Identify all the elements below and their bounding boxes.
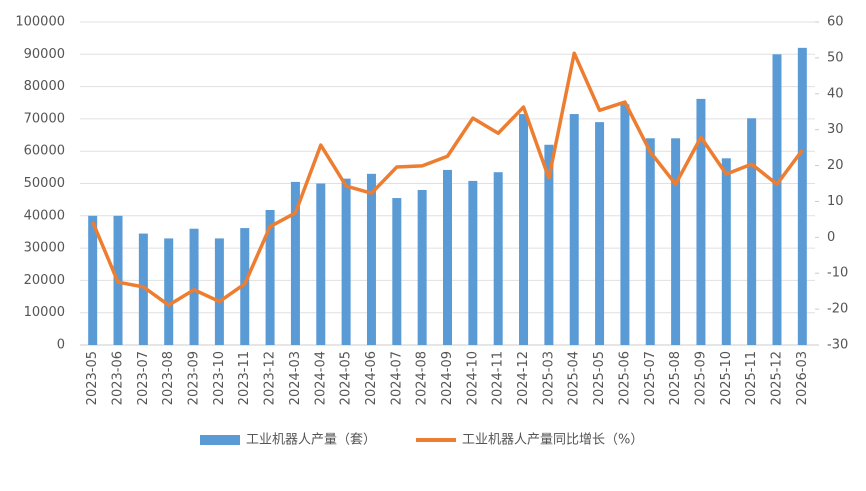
bar [138, 233, 148, 345]
bar [747, 118, 757, 345]
y-tick-label: 20000 [24, 273, 65, 288]
bar [164, 238, 174, 345]
bar [366, 173, 376, 345]
x-tick-label: 2023-07 [136, 351, 151, 405]
bar [290, 181, 300, 345]
x-tick-label: 2024-07 [389, 351, 404, 405]
bar [468, 180, 478, 345]
y-tick-label: 70000 [24, 111, 65, 126]
x-tick-label: 2024-08 [415, 351, 430, 405]
bar [569, 114, 579, 346]
x-tick-label: 2024-04 [313, 351, 328, 405]
x-tick-label: 2023-12 [263, 351, 278, 405]
y-tick-label: 90000 [24, 47, 65, 62]
x-tick-label: 2025-07 [643, 351, 658, 405]
y2-tick-label: 20 [827, 158, 844, 173]
bar [519, 114, 529, 346]
bar [797, 47, 807, 346]
x-tick-label: 2024-12 [516, 351, 531, 405]
x-tick-label: 2025-08 [668, 351, 683, 405]
bar [240, 228, 250, 345]
bar [595, 122, 605, 345]
bar [265, 209, 275, 345]
bar [696, 98, 706, 346]
bar [772, 54, 782, 346]
x-tick-label: 2024-11 [491, 351, 506, 405]
y-tick-label: 0 [57, 338, 65, 353]
y-tick-label: 30000 [24, 241, 65, 256]
bar [392, 198, 402, 345]
bar [493, 172, 503, 345]
legend-swatch [200, 435, 240, 445]
y2-tick-label: 0 [827, 230, 835, 245]
y2-tick-label: 30 [827, 122, 844, 137]
y-tick-label: 60000 [24, 144, 65, 159]
x-tick-label: 2025-06 [617, 351, 632, 405]
y2-tick-label: 50 [827, 50, 844, 65]
x-tick-label: 2025-12 [769, 351, 784, 405]
bar [645, 138, 655, 345]
bar [443, 169, 452, 345]
y2-tick-label: -30 [827, 338, 848, 353]
bar [88, 215, 98, 345]
y2-tick-label: 60 [827, 15, 844, 30]
x-tick-label: 2023-05 [85, 351, 100, 405]
bar [316, 183, 326, 345]
y-tick-label: 10000 [24, 305, 65, 320]
y2-tick-label: -20 [827, 302, 848, 317]
x-tick-label: 2024-05 [339, 351, 354, 405]
x-tick-label: 2024-10 [465, 351, 480, 405]
y2-tick-label: 40 [827, 86, 844, 101]
x-tick-label: 2025-09 [693, 351, 708, 405]
x-tick-label: 2023-09 [187, 351, 202, 405]
line [91, 51, 804, 307]
bar [544, 144, 554, 345]
bar [341, 178, 351, 345]
x-tick-label: 2026-03 [795, 351, 810, 405]
y2-tick-label: 10 [827, 194, 844, 209]
y-tick-label: 100000 [15, 15, 65, 30]
bar [417, 189, 427, 345]
y2-tick-label: -10 [827, 266, 848, 281]
x-tick-label: 2023-08 [161, 351, 176, 405]
x-tick-label: 2024-03 [288, 351, 303, 405]
legend-label: 工业机器人产量同比增长（%） [462, 433, 643, 448]
bar [189, 228, 199, 345]
x-tick-label: 2023-10 [212, 351, 227, 405]
y-tick-label: 80000 [24, 79, 65, 94]
x-tick-label: 2023-06 [111, 351, 126, 405]
y-tick-label: 50000 [24, 176, 65, 191]
bar [620, 104, 630, 346]
x-tick-label: 2025-10 [719, 351, 734, 405]
y-tick-label: 40000 [24, 208, 65, 223]
x-tick-label: 2024-09 [440, 351, 455, 405]
x-tick-label: 2025-11 [744, 351, 759, 405]
x-tick-label: 2025-03 [541, 351, 556, 405]
legend-label: 工业机器人产量（套） [246, 432, 376, 448]
x-tick-label: 2025-05 [592, 351, 607, 405]
x-tick-label: 2025-04 [567, 351, 582, 405]
bar [721, 158, 731, 345]
bar [214, 238, 224, 345]
x-tick-label: 2024-06 [364, 351, 379, 405]
x-tick-label: 2023-11 [237, 351, 252, 405]
bar [671, 138, 681, 345]
